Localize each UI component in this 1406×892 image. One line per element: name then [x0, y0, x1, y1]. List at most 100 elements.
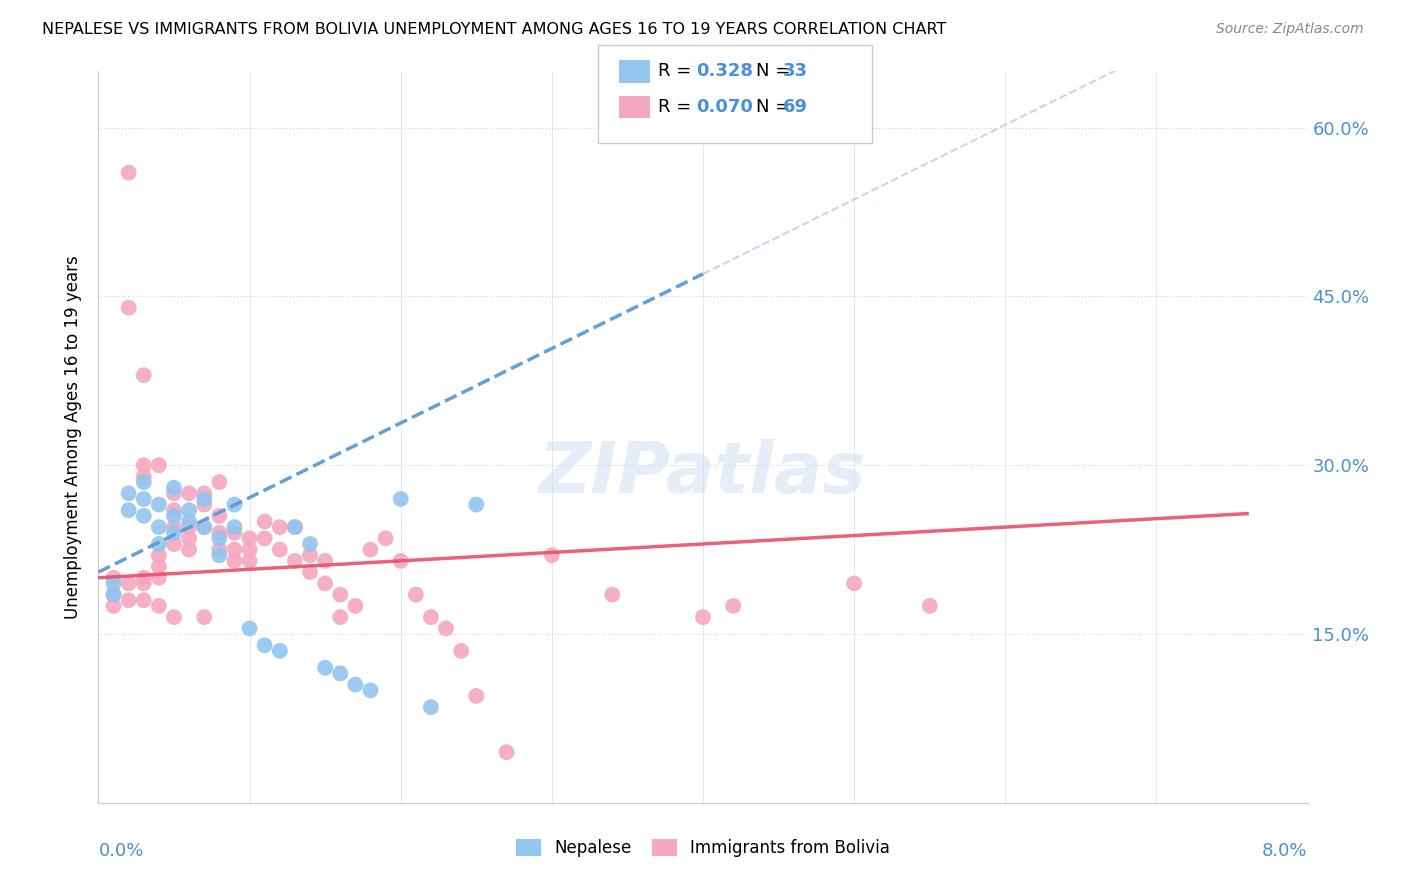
- Point: [253, 515, 276, 529]
- Point: [389, 554, 412, 568]
- Point: [269, 520, 291, 534]
- Point: [163, 503, 186, 517]
- Point: [179, 486, 201, 500]
- Point: [132, 593, 155, 607]
- Point: [148, 559, 170, 574]
- Point: [179, 542, 201, 557]
- Text: N =: N =: [756, 62, 796, 80]
- Point: [420, 700, 443, 714]
- Point: [103, 571, 125, 585]
- Text: R =: R =: [658, 62, 703, 80]
- Point: [299, 548, 322, 562]
- Point: [239, 532, 262, 546]
- Point: [179, 503, 201, 517]
- Point: [163, 525, 186, 540]
- Point: [224, 554, 246, 568]
- Point: [118, 593, 141, 607]
- Point: [179, 532, 201, 546]
- Point: [540, 548, 562, 562]
- Text: Source: ZipAtlas.com: Source: ZipAtlas.com: [1216, 22, 1364, 37]
- Point: [163, 610, 186, 624]
- Point: [118, 301, 141, 315]
- Point: [103, 576, 125, 591]
- Point: [329, 666, 352, 681]
- Point: [118, 486, 141, 500]
- Point: [314, 661, 336, 675]
- Text: ZIPatlas: ZIPatlas: [540, 439, 866, 508]
- Point: [132, 469, 155, 483]
- Point: [132, 458, 155, 473]
- Point: [132, 571, 155, 585]
- Text: R =: R =: [658, 98, 703, 116]
- Point: [163, 481, 186, 495]
- Point: [360, 683, 382, 698]
- Point: [344, 599, 367, 613]
- Point: [299, 537, 322, 551]
- Text: 0.070: 0.070: [696, 98, 752, 116]
- Text: NEPALESE VS IMMIGRANTS FROM BOLIVIA UNEMPLOYMENT AMONG AGES 16 TO 19 YEARS CORRE: NEPALESE VS IMMIGRANTS FROM BOLIVIA UNEM…: [42, 22, 946, 37]
- Point: [193, 498, 215, 512]
- Point: [193, 520, 215, 534]
- Point: [193, 520, 215, 534]
- Point: [132, 475, 155, 489]
- Point: [148, 537, 170, 551]
- Point: [163, 486, 186, 500]
- Point: [179, 515, 201, 529]
- Point: [132, 508, 155, 523]
- Point: [148, 458, 170, 473]
- Point: [239, 554, 262, 568]
- Point: [495, 745, 517, 759]
- Point: [723, 599, 745, 613]
- Point: [193, 491, 215, 506]
- Point: [193, 610, 215, 624]
- Point: [163, 537, 186, 551]
- Point: [918, 599, 941, 613]
- Point: [148, 548, 170, 562]
- Text: 8.0%: 8.0%: [1263, 842, 1308, 860]
- Point: [465, 498, 488, 512]
- Point: [450, 644, 472, 658]
- Point: [118, 503, 141, 517]
- Text: 33: 33: [783, 62, 808, 80]
- Point: [163, 508, 186, 523]
- Point: [465, 689, 488, 703]
- Point: [299, 565, 322, 579]
- Point: [132, 368, 155, 383]
- Point: [314, 554, 336, 568]
- Point: [179, 520, 201, 534]
- Text: 69: 69: [783, 98, 808, 116]
- Text: N =: N =: [756, 98, 796, 116]
- Point: [405, 588, 427, 602]
- Point: [163, 520, 186, 534]
- Text: 0.328: 0.328: [696, 62, 754, 80]
- Point: [208, 542, 231, 557]
- Point: [193, 486, 215, 500]
- Text: 0.0%: 0.0%: [98, 842, 143, 860]
- Point: [253, 638, 276, 652]
- Point: [208, 548, 231, 562]
- Point: [224, 525, 246, 540]
- Point: [148, 599, 170, 613]
- Point: [269, 542, 291, 557]
- Point: [360, 542, 382, 557]
- Point: [284, 554, 307, 568]
- Point: [692, 610, 714, 624]
- Point: [103, 588, 125, 602]
- Point: [148, 520, 170, 534]
- Point: [224, 498, 246, 512]
- Legend: Nepalese, Immigrants from Bolivia: Nepalese, Immigrants from Bolivia: [509, 832, 897, 864]
- Point: [103, 599, 125, 613]
- Point: [239, 621, 262, 635]
- Point: [269, 644, 291, 658]
- Point: [314, 576, 336, 591]
- Point: [132, 491, 155, 506]
- Y-axis label: Unemployment Among Ages 16 to 19 years: Unemployment Among Ages 16 to 19 years: [65, 255, 83, 619]
- Point: [420, 610, 443, 624]
- Point: [602, 588, 624, 602]
- Point: [148, 571, 170, 585]
- Point: [208, 525, 231, 540]
- Point: [284, 520, 307, 534]
- Point: [224, 542, 246, 557]
- Point: [253, 532, 276, 546]
- Point: [344, 678, 367, 692]
